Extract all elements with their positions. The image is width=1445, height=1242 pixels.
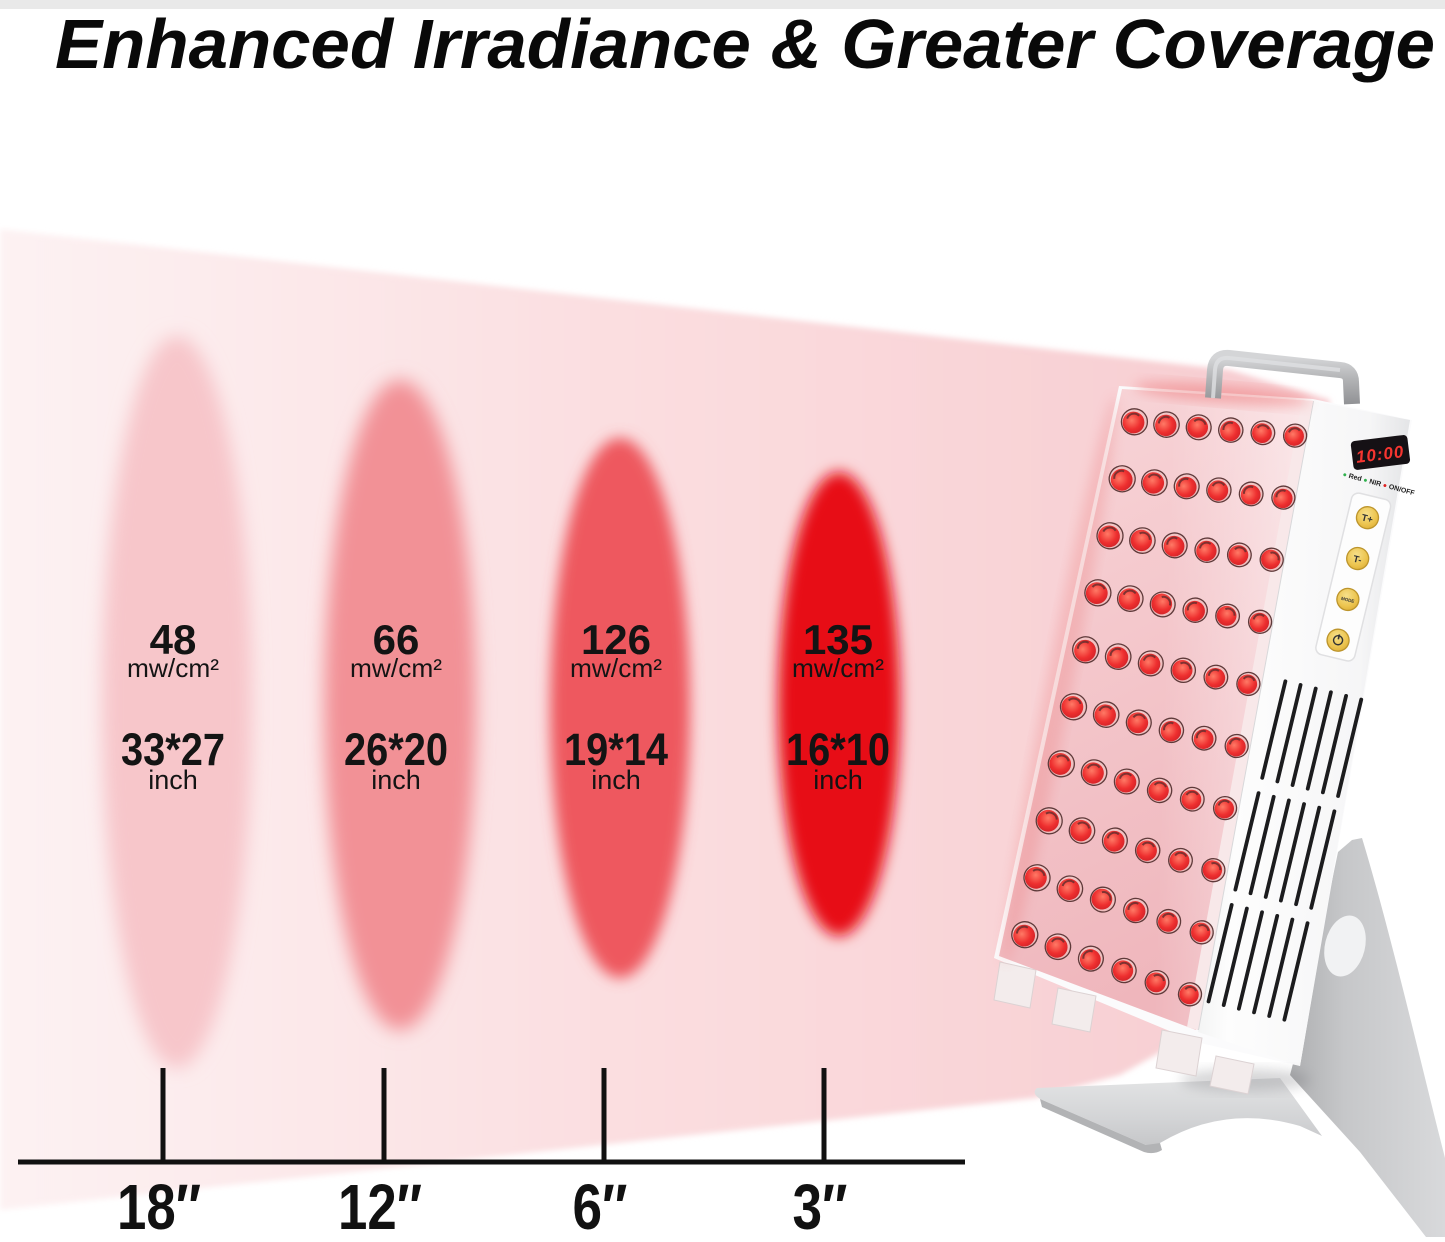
svg-text:mw/cm²: mw/cm²	[350, 653, 442, 683]
svg-text:inch: inch	[148, 765, 198, 795]
svg-text:33*27: 33*27	[121, 724, 225, 775]
svg-text:26*20: 26*20	[344, 724, 448, 775]
svg-text:16*10: 16*10	[786, 724, 890, 775]
svg-text:48: 48	[150, 616, 197, 663]
svg-text:T+: T+	[1360, 512, 1374, 525]
svg-text:19*14: 19*14	[564, 724, 668, 775]
svg-text:inch: inch	[813, 765, 863, 795]
svg-text:Enhanced Irradiance & Greater: Enhanced Irradiance & Greater Coverage	[55, 5, 1435, 83]
svg-text:inch: inch	[371, 765, 421, 795]
svg-text:MODE: MODE	[1341, 596, 1355, 604]
svg-text:135: 135	[803, 616, 873, 663]
svg-text:18″: 18″	[117, 1171, 201, 1237]
svg-text:126: 126	[581, 616, 651, 663]
svg-text:6″: 6″	[573, 1171, 628, 1237]
svg-text:T-: T-	[1352, 554, 1363, 567]
svg-text:12″: 12″	[338, 1171, 422, 1237]
svg-text:66: 66	[373, 616, 420, 663]
svg-text:3″: 3″	[793, 1171, 848, 1237]
svg-text:mw/cm²: mw/cm²	[792, 653, 884, 683]
svg-text:mw/cm²: mw/cm²	[570, 653, 662, 683]
svg-text:mw/cm²: mw/cm²	[127, 653, 219, 683]
svg-text:inch: inch	[591, 765, 641, 795]
